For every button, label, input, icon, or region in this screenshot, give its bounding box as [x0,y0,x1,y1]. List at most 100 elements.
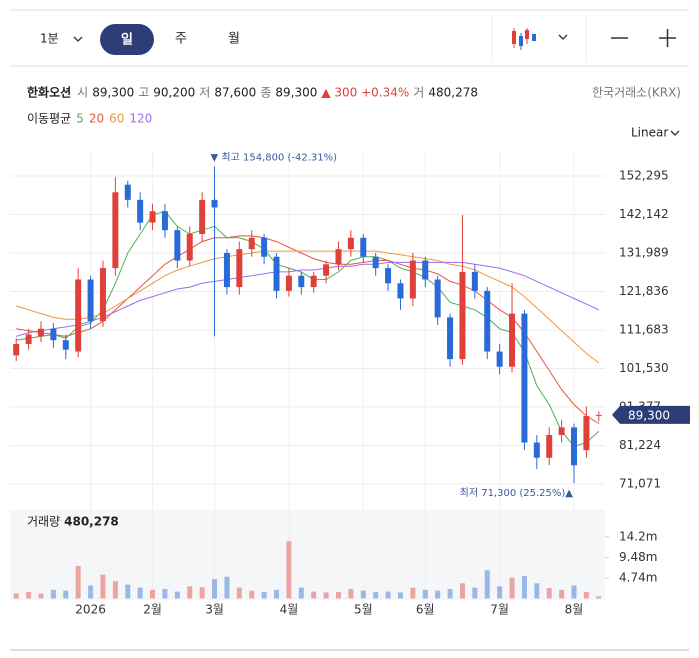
y-tick-label: 101,530 [619,361,669,375]
volume-bar [249,590,255,599]
volume-bar [497,586,503,599]
volume-bar [459,583,465,599]
candle-body [25,334,32,344]
candle-body [236,249,243,288]
volume-bar [125,584,131,599]
candle-body [360,237,367,257]
field-label: 고 [138,86,149,100]
volume-bar [435,590,441,599]
volume-bar [88,585,94,599]
volume-bar [224,576,230,599]
chevron[interactable] [670,130,680,136]
candle-body [99,268,106,322]
volume-bar [298,587,304,599]
scale-button[interactable]: Linear [631,126,668,140]
y-tick-label: 152,295 [619,168,669,182]
candle-body [496,351,503,367]
field-value: 89,300 [275,86,317,100]
selected-pill[interactable] [100,24,154,55]
legend-title: 이동평균 [27,112,71,126]
volume-bar [484,570,490,599]
volume-tick-label: 4.74m [619,570,657,584]
candle-body [50,328,57,341]
volume-bar [212,578,218,599]
candle-body [75,279,82,352]
candle-body [546,434,553,458]
volume-last: 480,278 [64,515,119,529]
volume-bar [348,588,354,599]
price-change: ▲ 300 +0.34% [321,86,409,100]
x-tick-label: 3월 [205,603,224,617]
interval-button[interactable]: 1분 [40,32,59,46]
y-tick-label: 121,836 [619,284,669,298]
candle-body [509,313,516,367]
volume-bar [596,596,602,599]
field-label: 거 [413,86,424,100]
candle-body [571,427,578,466]
candle-body [422,260,429,280]
interval-button[interactable]: 일 [121,33,133,48]
chevron[interactable] [558,34,568,40]
volume-bar [583,591,589,599]
volume-bar [174,591,180,599]
candle-body [558,427,565,435]
volume-bar [360,590,366,599]
x-tick-label: 6월 [416,603,435,617]
interval-button[interactable]: 주 [175,32,187,47]
volume-bar [286,541,292,599]
volume-bar [447,588,453,599]
y-tick-label: 71,071 [619,476,661,490]
volume-bar [472,587,478,599]
volume-tick-label: 9.48m [619,550,657,564]
chart-type-icon[interactable] [512,28,536,50]
volume-tick-label: 14.2m [619,529,657,543]
volume-bar [385,591,391,599]
field-label: 종 [260,86,271,100]
volume-bar [100,574,106,599]
x-tick-label: 8월 [565,603,584,617]
volume-bar [50,589,56,599]
candle-body [335,249,342,265]
legend-entry: 20 [89,112,104,126]
exchange: 한국거래소(KRX) [592,86,681,100]
field-value: 89,300 [92,86,134,100]
volume-bar [162,588,168,599]
candle-body [261,237,268,257]
min-annotation: 최저 71,300 (25.25%)▲ [460,487,574,499]
candle-body [397,283,404,299]
chevron[interactable] [73,36,83,42]
candle-body [285,275,292,291]
candle-body [583,416,590,451]
candle-body [459,271,466,360]
x-tick-label: 5월 [354,603,373,617]
candle-body [37,328,44,337]
candle-body [186,233,193,261]
candle-body [484,290,491,352]
legend-entry: 120 [129,112,152,126]
volume-bar [13,593,19,599]
volume-bar [274,589,280,599]
volume-bar [187,586,193,599]
interval-button[interactable]: 월 [228,32,240,47]
candle-body [347,237,354,250]
field-value: 480,278 [428,86,478,100]
volume-bar [571,585,577,599]
zoom-in[interactable] [659,29,676,47]
volume-title: 거래량 [27,515,60,529]
y-tick-label: 111,683 [619,322,669,336]
field-value: 87,600 [214,86,256,100]
candle-body [112,192,119,269]
candle-body [434,279,441,318]
volume-bar [150,589,156,599]
volume-bar [323,592,329,599]
field-value: 90,200 [153,86,195,100]
candle-body [273,256,280,291]
price-tag-label: 89,300 [628,408,670,422]
candle-body [199,199,206,234]
info-row: 한화오션 시 89,300 고 90,200 저 87,600 종 89,300 ▲ 300 +0… [27,85,478,100]
candle-body [137,199,144,223]
volume-bar [422,589,428,599]
volume-bar [112,581,118,599]
